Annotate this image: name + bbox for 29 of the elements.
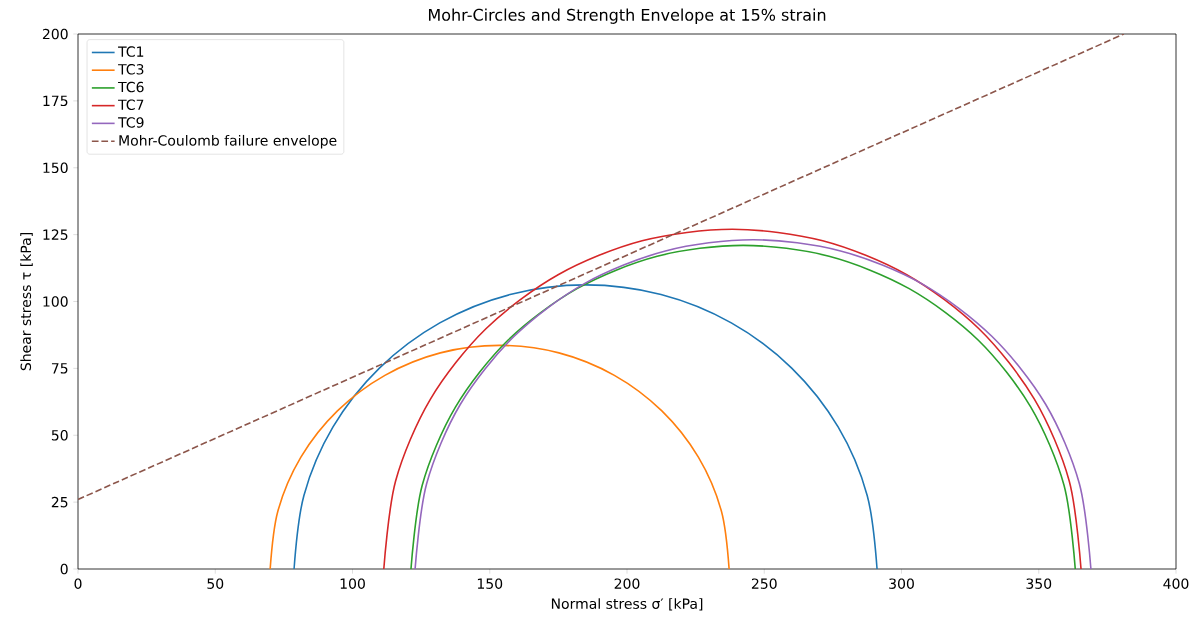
chart-title: Mohr-Circles and Strength Envelope at 15% strain [428,8,826,24]
x-tick-label: 400 [1163,578,1189,589]
y-tick-label: 50 [51,429,68,441]
x-tick-label: 0 [74,578,82,589]
y-tick-label: 100 [43,296,68,307]
y-tick-label: 0 [60,563,68,575]
x-tick-label: 250 [751,578,777,589]
legend-label: Mohr-Coulomb failure envelope [119,134,337,149]
legend-label: TC6 [118,81,144,93]
y-axis-title: Shear stress τ [kPa] [20,233,33,371]
legend-label: TC3 [118,64,144,75]
x-tick-label: 200 [614,578,640,589]
x-tick-label: 100 [340,578,365,589]
line-series [269,344,730,569]
legend-label: TC1 [118,46,144,57]
x-tick-label: 350 [1026,578,1052,589]
y-tick-label: 25 [51,496,68,508]
x-tick-label: 150 [477,578,503,589]
x-tick-label: 300 [889,578,914,589]
x-tick-label: 50 [207,578,224,589]
y-tick-label: 75 [51,363,68,374]
x-axis-title: Normal stress σ′ [kPa] [551,598,703,611]
legend-label: TC7 [118,99,144,111]
legend-label: TC9 [118,117,144,128]
line-series [293,284,878,569]
y-tick-label: 150 [43,162,68,174]
y-tick-label: 125 [43,229,68,240]
y-tick-label: 175 [43,95,68,107]
y-tick-label: 200 [42,28,68,40]
